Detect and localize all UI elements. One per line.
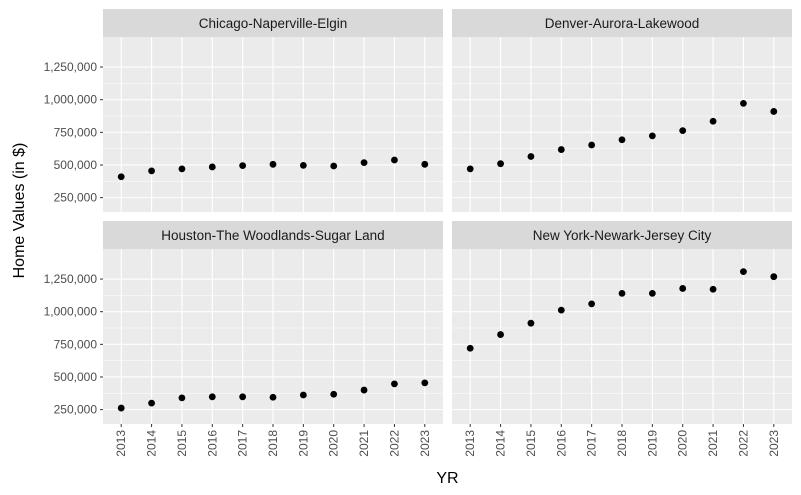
x-tick-label: 2018 — [266, 430, 280, 457]
facet-panel-2: Denver-Aurora-Lakewood — [452, 9, 792, 212]
data-point — [466, 344, 474, 352]
data-point — [588, 141, 596, 149]
data-point — [618, 290, 626, 297]
x-tick-label: 2020 — [676, 430, 690, 457]
y-tick-label: 1,000,000 — [44, 93, 98, 107]
data-point — [330, 390, 338, 398]
y-tick-label: 1,000,000 — [44, 305, 98, 319]
x-tick-label: 2016 — [205, 430, 219, 457]
data-point — [770, 108, 778, 115]
data-point — [391, 156, 398, 164]
data-point — [770, 273, 778, 281]
x-tick-label: 2014 — [145, 430, 159, 457]
y-tick-label: 500,000 — [54, 370, 98, 384]
x-tick-label: 2022 — [736, 430, 750, 457]
data-point — [618, 136, 626, 144]
data-point — [557, 146, 565, 153]
data-point — [709, 117, 717, 125]
data-point — [588, 300, 596, 308]
facet-strip-label: New York-Newark-Jersey City — [533, 228, 712, 243]
data-point — [360, 159, 368, 167]
facet-panel-1: Chicago-Naperville-Elgin 250,000 500,000 75… — [44, 9, 443, 212]
x-tick-label: 2017 — [236, 430, 250, 457]
data-point — [557, 306, 565, 314]
data-point — [648, 132, 656, 140]
y-tick-label: 1,250,000 — [44, 60, 98, 74]
x-tick-label: 2017 — [585, 430, 599, 457]
y-tick-label: 750,000 — [54, 337, 98, 351]
x-tick-label: 2022 — [387, 430, 401, 457]
x-axis-title: YR — [436, 470, 458, 487]
data-point — [208, 393, 216, 401]
facet-strip — [103, 9, 443, 37]
x-tick-label: 2021 — [357, 430, 371, 457]
data-point — [269, 160, 277, 168]
data-point — [239, 393, 247, 401]
data-point — [330, 162, 338, 170]
x-tick-label: 2020 — [327, 430, 341, 457]
data-point — [421, 160, 429, 168]
y-tick-label: 250,000 — [54, 191, 98, 205]
x-tick-label: 2019 — [296, 430, 310, 457]
data-point — [497, 331, 504, 338]
data-point — [421, 379, 429, 387]
data-point — [391, 380, 398, 388]
data-point — [239, 162, 247, 170]
data-point — [740, 268, 747, 275]
x-tick-label: 2023 — [418, 430, 432, 457]
x-tick-label: 2013 — [114, 430, 128, 457]
facet-strip-label: Denver-Aurora-Lakewood — [545, 16, 700, 31]
data-point — [709, 285, 717, 293]
data-point — [527, 153, 535, 160]
data-point — [269, 393, 277, 401]
data-point — [178, 165, 186, 173]
data-point — [740, 99, 747, 107]
facet-panel-3: Houston-The Woodlands-Sugar Land 250,000 5… — [44, 221, 443, 457]
x-tick-label: 2019 — [645, 430, 659, 457]
x-tick-label: 2013 — [463, 430, 477, 457]
y-axis-title: Home Values (in $) — [11, 143, 28, 279]
data-point — [178, 394, 186, 402]
facet-strip — [452, 9, 792, 37]
x-tick-label: 2018 — [615, 430, 629, 457]
data-point — [679, 127, 687, 135]
facet-strip — [103, 221, 443, 249]
y-tick-label: 1,250,000 — [44, 272, 98, 286]
data-point — [117, 173, 125, 181]
x-tick-label: 2016 — [554, 430, 568, 457]
x-tick-label: 2014 — [494, 430, 508, 457]
y-tick-label: 250,000 — [54, 403, 98, 417]
facet-strip — [452, 221, 792, 249]
data-point — [648, 290, 656, 297]
data-point — [497, 160, 504, 168]
data-point — [208, 163, 216, 171]
y-tick-label: 750,000 — [54, 125, 98, 139]
data-point — [299, 391, 307, 399]
x-tick-label: 2015 — [524, 430, 538, 457]
data-point — [679, 285, 687, 292]
data-point — [117, 404, 125, 412]
facet-strip-label: Houston-The Woodlands-Sugar Land — [161, 228, 384, 243]
facet-strip-label: Chicago-Naperville-Elgin — [199, 16, 348, 31]
facet-panel-4: New York-Newark-Jersey City 2013 2014 2015 2… — [452, 221, 792, 457]
data-point — [466, 165, 474, 173]
data-point — [148, 167, 155, 175]
x-tick-label: 2023 — [767, 430, 781, 457]
data-point — [360, 386, 368, 394]
x-tick-label: 2015 — [175, 430, 189, 457]
data-point — [299, 161, 307, 169]
y-tick-label: 500,000 — [54, 158, 98, 172]
data-point — [148, 399, 155, 407]
data-point — [527, 319, 535, 327]
x-tick-label: 2021 — [706, 430, 720, 457]
